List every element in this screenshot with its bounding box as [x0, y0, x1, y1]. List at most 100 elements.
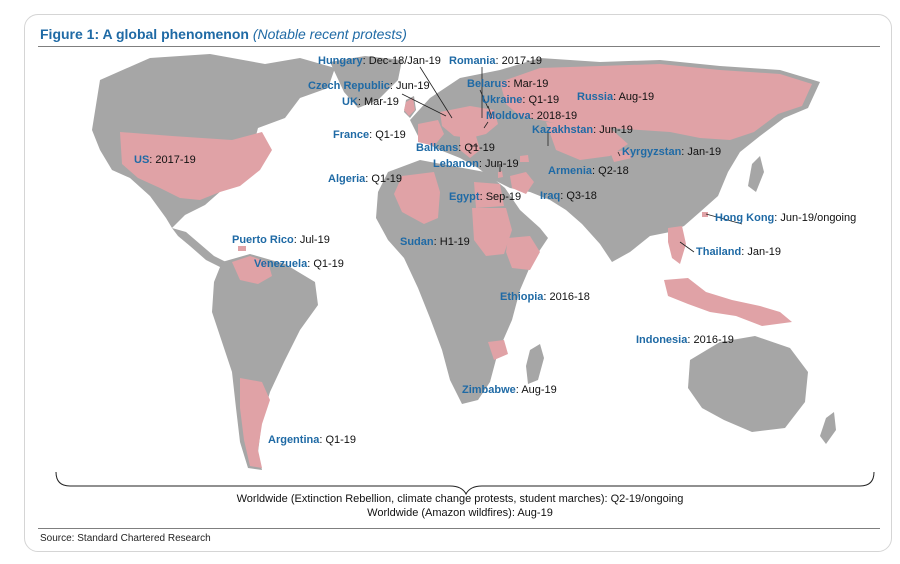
region-algeria[interactable] — [394, 172, 440, 224]
region-hong-kong[interactable] — [702, 212, 708, 217]
country-name: Lebanon — [433, 158, 485, 170]
protest-date: Mar-19 — [364, 96, 399, 108]
label-puerto-rico: Puerto RicoJul-19 — [232, 234, 330, 247]
protest-layer — [120, 64, 812, 468]
country-name: UK — [342, 96, 364, 108]
region-france[interactable] — [418, 120, 444, 146]
protest-date: H1-19 — [439, 236, 470, 248]
leader-moldova — [483, 121, 489, 129]
region-zimbabwe[interactable] — [488, 340, 508, 360]
label-venezuela: VenezuelaQ1-19 — [254, 258, 344, 271]
country-name: Ethiopia — [500, 291, 550, 303]
protest-date: 2016-18 — [549, 291, 590, 303]
region-uk[interactable] — [404, 98, 415, 116]
protest-date: 2017-19 — [501, 55, 542, 67]
protest-date: Dec-18/Jan-19 — [368, 55, 441, 67]
label-balkans: BalkansQ1-19 — [416, 142, 495, 155]
region-us[interactable] — [120, 132, 272, 200]
protest-date: Q1-19 — [325, 434, 357, 446]
label-us: US2017-19 — [134, 154, 196, 167]
country-name: Zimbabwe — [462, 384, 521, 396]
protest-date: 2016-19 — [693, 334, 734, 346]
bottom-rule — [38, 528, 880, 529]
region-venezuela[interactable] — [232, 256, 272, 284]
region-ethiopia[interactable] — [506, 236, 540, 270]
protest-date: Q3-18 — [566, 190, 597, 202]
region-kyrgyzstan[interactable] — [610, 150, 632, 162]
protest-date: Jun-19 — [484, 158, 519, 170]
region-kazakhstan[interactable] — [546, 122, 628, 160]
label-uk: UKMar-19 — [342, 96, 399, 109]
protest-date: Jan-19 — [747, 246, 781, 258]
source-note: Source: Standard Chartered Research — [40, 533, 211, 544]
leader-czech-republic — [401, 93, 447, 117]
region-lebanon[interactable] — [498, 171, 503, 178]
label-romania: Romania2017-19 — [449, 55, 542, 68]
country-name: US — [134, 154, 155, 166]
figure-subtitle: (Notable recent protests) — [252, 26, 407, 42]
country-name: Algeria — [328, 173, 371, 185]
country-name: Iraq — [540, 190, 566, 202]
region-russia[interactable] — [500, 64, 812, 140]
country-name: Thailand — [696, 246, 747, 258]
country-name: Indonesia — [636, 334, 693, 346]
protest-date: Jun-19 — [396, 80, 430, 92]
country-name: Russia — [577, 91, 619, 103]
label-zimbabwe: ZimbabweAug-19 — [462, 384, 557, 397]
label-ukraine: UkraineQ1-19 — [482, 94, 559, 107]
label-czech-republic: Czech RepublicJun-19 — [308, 80, 430, 93]
country-name: Moldova — [486, 110, 537, 122]
land-madagascar — [526, 344, 544, 384]
land-new-zealand — [820, 412, 836, 444]
leader-lines — [401, 66, 743, 253]
worldwide-note-2: Worldwide (Amazon wildfires): Aug-19 — [367, 507, 553, 519]
region-balkans[interactable] — [460, 136, 480, 158]
region-sudan[interactable] — [472, 208, 512, 256]
protest-date: Jun-19 — [599, 124, 633, 136]
label-indonesia: Indonesia2016-19 — [636, 334, 734, 347]
region-puerto-rico[interactable] — [238, 246, 246, 251]
protest-date: Q1-19 — [464, 142, 495, 154]
country-name: Sudan — [400, 236, 440, 248]
land-australia — [688, 336, 808, 432]
land-south-america — [212, 254, 318, 470]
figure-title: Figure 1: A global phenomenon (Notable r… — [40, 26, 407, 42]
region-thailand[interactable] — [668, 226, 686, 264]
protest-date: Sep-19 — [485, 191, 522, 203]
label-iraq: IraqQ3-18 — [540, 190, 597, 203]
country-name: Hungary — [318, 55, 369, 67]
title-rule — [38, 46, 880, 47]
country-name: Venezuela — [254, 258, 313, 270]
region-argentina[interactable] — [240, 378, 270, 468]
leader-thailand — [679, 241, 695, 253]
label-france: FranceQ1-19 — [333, 129, 406, 142]
worldwide-note-1: Worldwide (Extinction Rebellion, climate… — [236, 493, 684, 505]
label-thailand: ThailandJan-19 — [696, 246, 781, 259]
label-moldova: Moldova2018-19 — [486, 110, 577, 123]
region-iraq[interactable] — [510, 172, 534, 194]
leader-kyrgyzstan — [617, 151, 621, 157]
region-indonesia[interactable] — [664, 278, 792, 326]
label-ethiopia: Ethiopia2016-18 — [500, 291, 590, 304]
region-egypt[interactable] — [474, 182, 504, 208]
label-egypt: EgyptSep-19 — [449, 191, 521, 204]
leader-ukraine — [487, 105, 493, 119]
land-greenland — [330, 56, 402, 108]
country-name: Puerto Rico — [232, 234, 300, 246]
land-japan — [748, 156, 764, 192]
region-central-europe[interactable] — [440, 106, 498, 138]
protest-date: Aug-19 — [521, 384, 557, 396]
label-sudan: SudanH1-19 — [400, 236, 470, 249]
country-name: Ukraine — [482, 94, 528, 106]
protest-date: Jul-19 — [299, 234, 330, 246]
protest-date: Aug-19 — [618, 91, 655, 103]
label-hungary: HungaryDec-18/Jan-19 — [318, 55, 441, 68]
worldwide-brace — [55, 471, 875, 496]
leader-belarus — [479, 89, 489, 109]
region-armenia[interactable] — [520, 155, 529, 162]
label-kyrgyzstan: KyrgyzstanJan-19 — [622, 146, 721, 159]
label-kazakhstan: KazakhstanJun-19 — [532, 124, 633, 137]
label-armenia: ArmeniaQ2-18 — [548, 165, 629, 178]
country-name: Romania — [449, 55, 502, 67]
protest-date: Q1-19 — [528, 94, 560, 106]
